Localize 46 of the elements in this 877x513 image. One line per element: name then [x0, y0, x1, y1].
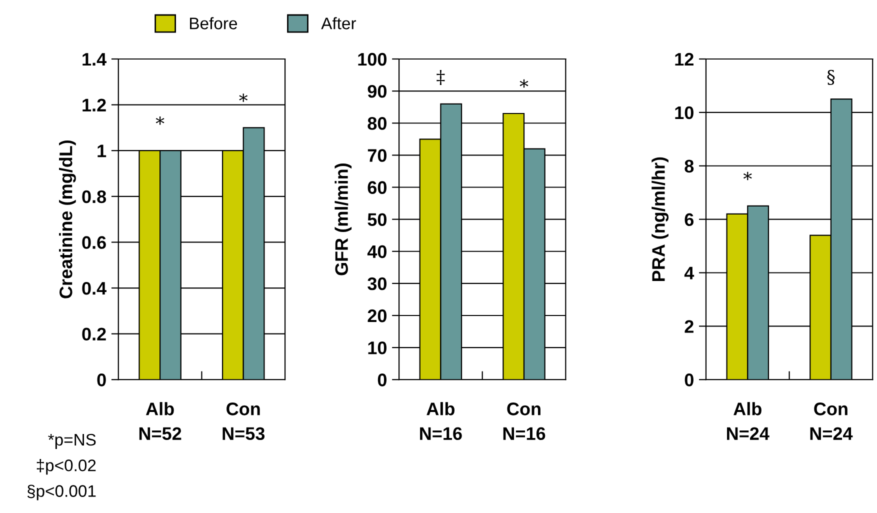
y-tick-label: 4 — [684, 266, 694, 280]
y-tick-label: 70 — [368, 149, 386, 162]
annotation: ‡ — [436, 70, 445, 85]
annotation: * — [239, 94, 248, 102]
y-tick-label: 80 — [368, 117, 386, 130]
y-tick-label: 30 — [368, 277, 386, 290]
y-axis-title: Creatinine (mg/dL) — [59, 140, 76, 298]
x-tick-label: Alb N=16 — [420, 402, 462, 440]
y-tick-label: 12 — [675, 52, 694, 66]
annotation: * — [520, 79, 528, 88]
y-tick-label: 0.2 — [82, 328, 106, 341]
legend-label: Before — [190, 17, 238, 30]
y-axis-title: GFR (ml/min) — [334, 164, 352, 276]
y-tick-label: 100 — [358, 52, 386, 66]
y-tick-label: 10 — [368, 341, 386, 354]
y-tick-label: 6 — [684, 213, 694, 226]
text: §p<0.001 — [27, 484, 96, 500]
x-tick-label: Alb N=52 — [139, 402, 182, 440]
y-tick-label: 0.4 — [82, 282, 106, 295]
y-tick-label: 60 — [368, 181, 386, 194]
y-tick-label: 0 — [684, 374, 694, 386]
y-tick-label: 10 — [675, 106, 694, 120]
y-tick-label: 1 — [98, 144, 106, 158]
x-tick-label: Con N=16 — [503, 402, 546, 440]
annotation: * — [743, 172, 752, 180]
y-tick-label: 0.6 — [82, 236, 106, 249]
x-tick-label: Con N=53 — [222, 402, 265, 440]
y-tick-label: 0 — [378, 374, 386, 386]
y-tick-label: 1.4 — [82, 53, 106, 66]
y-tick-label: 8 — [684, 160, 694, 173]
y-axis-title: PRA (ng/ml/hr) — [652, 157, 669, 281]
y-tick-label: 50 — [368, 213, 386, 226]
y-tick-label: 0.8 — [82, 190, 106, 204]
y-tick-label: 2 — [684, 320, 694, 333]
y-tick-label: 0 — [97, 374, 106, 386]
annotation: * — [156, 116, 164, 125]
x-tick-label: Con N=24 — [810, 402, 853, 440]
text: ‡p<0.02 — [36, 459, 96, 475]
y-tick-label: 20 — [368, 309, 386, 322]
y-tick-label: 90 — [368, 84, 386, 98]
x-tick-label: Alb N=24 — [727, 402, 770, 440]
legend-label: After — [321, 17, 356, 30]
y-tick-label: 1.2 — [82, 98, 106, 112]
text: *p=NS — [48, 434, 96, 449]
annotation: § — [827, 70, 835, 85]
y-tick-label: 40 — [367, 245, 386, 258]
